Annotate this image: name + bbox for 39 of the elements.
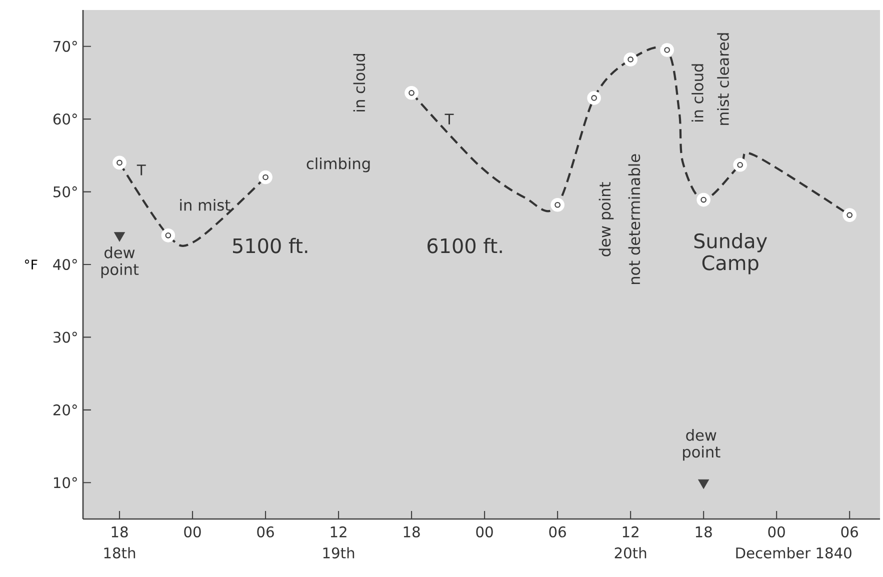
x-tick-label: 00: [768, 526, 785, 538]
x-tick-label: 06: [549, 526, 566, 538]
point: [114, 232, 125, 242]
annotation: mist cleared: [717, 33, 729, 125]
y-tick-label: 40°: [53, 258, 77, 270]
x-tick-label: 12: [622, 526, 638, 538]
annotation: T: [444, 114, 454, 124]
y-tick-label: 30°: [54, 332, 77, 343]
y-tick-label: 10°: [54, 477, 77, 488]
text: 20th: [614, 547, 646, 558]
annotation: dew point: [101, 246, 139, 278]
annotation: in cloud: [692, 64, 704, 122]
text: 19th: [323, 547, 354, 558]
annotation: in mist: [180, 198, 230, 211]
x-tick-label: 06: [257, 526, 274, 538]
annotation: not determinable: [628, 154, 640, 284]
y-tick-label: 20°: [53, 404, 77, 416]
y-tick-label: 70°: [54, 40, 77, 52]
y-tick-label: 60°: [53, 114, 77, 125]
annotation: dew point: [683, 429, 720, 461]
point: [698, 479, 710, 489]
x-tick-label: 12: [330, 526, 346, 538]
annotation: T: [136, 164, 146, 176]
x-tick-label: 00: [184, 526, 201, 538]
annotation: in cloud: [353, 54, 366, 112]
x-tick-label: 06: [841, 526, 858, 538]
y-axis-title: °F: [24, 260, 38, 270]
x-tick-label: 18: [696, 526, 712, 538]
annotation: dew point: [598, 182, 614, 256]
annotation: Sunday Camp: [694, 233, 768, 274]
y-tick-label: 50°: [54, 186, 77, 198]
annotation: 5100 ft.: [233, 238, 308, 254]
annotation: 6100 ft.: [428, 238, 502, 254]
x-tick-label: 18: [404, 526, 420, 538]
text: 18th: [104, 547, 136, 558]
x-tick-label: 18: [112, 526, 128, 538]
x-tick-label: 00: [476, 526, 493, 538]
annotation: climbing: [306, 157, 370, 172]
text: December 1840: [736, 547, 852, 558]
